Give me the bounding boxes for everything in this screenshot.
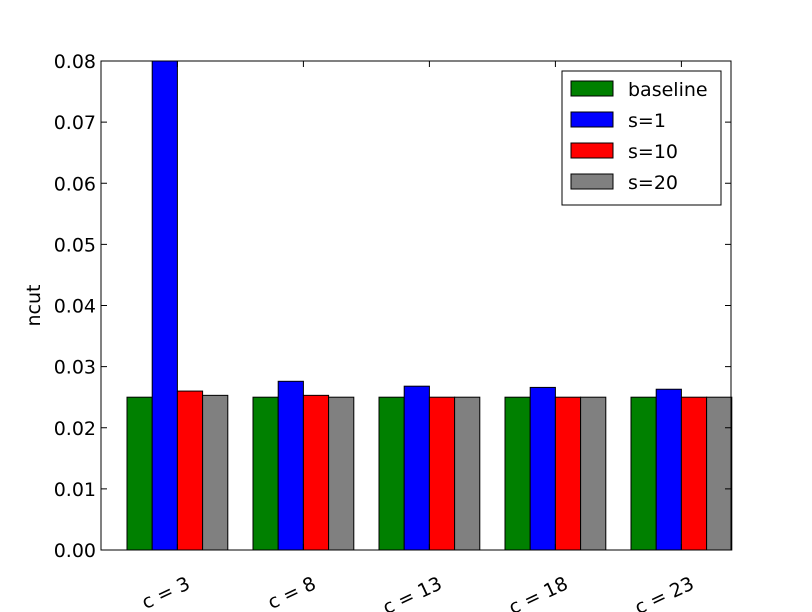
bar-baseline-0 <box>126 396 153 551</box>
legend-label-1: s=1 <box>628 110 666 132</box>
y-tick-label-8: 0.08 <box>54 51 96 73</box>
legend-swatch-1 <box>570 111 614 128</box>
bar-baseline-3 <box>504 396 531 551</box>
y-tick-label-5: 0.05 <box>54 234 96 256</box>
bar-s10-1 <box>302 394 330 551</box>
x-tick-label-3: c = 18 <box>505 573 571 612</box>
y-tick-label-3: 0.03 <box>54 357 96 379</box>
bar-s20-2 <box>454 396 481 551</box>
bar-s1-4 <box>655 388 682 551</box>
legend-label-2: s=10 <box>628 141 678 163</box>
legend-swatch-0 <box>570 80 614 97</box>
legend-swatch-3 <box>570 173 614 190</box>
bar-s1-1 <box>277 380 304 551</box>
x-tick-label-0: c = 3 <box>138 573 193 612</box>
bar-s20-4 <box>706 396 733 551</box>
bar-s20-3 <box>580 396 607 551</box>
bar-baseline-1 <box>252 396 279 551</box>
bar-s10-4 <box>680 396 708 551</box>
bar-s1-3 <box>529 386 556 551</box>
y-tick-label-2: 0.02 <box>54 418 96 440</box>
legend-label-3: s=20 <box>628 172 678 194</box>
bar-baseline-2 <box>378 396 405 551</box>
bar-s1-0 <box>151 60 178 551</box>
y-tick-label-6: 0.06 <box>54 173 96 195</box>
legend: baseline s=1 s=10 s=20 <box>561 70 722 206</box>
bar-s10-0 <box>176 390 204 551</box>
y-tick-label-0: 0.00 <box>54 540 96 562</box>
x-tick-label-1: c = 8 <box>264 573 319 612</box>
y-tick-label-1: 0.01 <box>54 479 96 501</box>
bar-s10-2 <box>428 396 456 551</box>
y-axis-label: ncut <box>23 285 45 327</box>
bars-layer <box>126 60 733 551</box>
legend-swatch-2 <box>570 142 614 159</box>
y-tick-label-4: 0.04 <box>54 296 96 318</box>
legend-label-0: baseline <box>628 79 708 101</box>
bar-baseline-4 <box>630 396 657 551</box>
bar-s1-2 <box>403 385 430 551</box>
bar-s20-0 <box>202 394 229 551</box>
x-tick-label-2: c = 13 <box>379 573 445 612</box>
ticks-layer <box>101 60 731 551</box>
bar-s10-3 <box>554 396 582 551</box>
y-tick-label-7: 0.07 <box>54 112 96 134</box>
bar-s20-1 <box>328 396 355 551</box>
x-tick-label-4: c = 23 <box>631 573 697 612</box>
